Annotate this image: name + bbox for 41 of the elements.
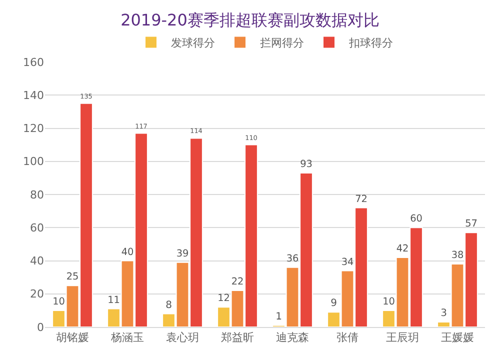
data-label: 42 (396, 244, 409, 255)
x-tick-label: 杨涵玉 (110, 331, 144, 344)
x-tick-label: 王辰玥 (386, 331, 419, 344)
data-label: 93 (300, 159, 312, 170)
data-label: 39 (176, 248, 189, 260)
data-label: 12 (218, 293, 230, 304)
y-tick-label: 20 (30, 288, 44, 301)
data-label: 22 (231, 276, 244, 288)
x-tick-label: 郑益昕 (221, 331, 254, 344)
y-tick-label: 40 (30, 254, 44, 268)
data-label: 8 (166, 300, 172, 311)
data-label: 60 (410, 214, 422, 225)
y-tick-label: 160 (23, 56, 44, 69)
data-label: 10 (52, 296, 65, 308)
data-label: 10 (382, 296, 395, 308)
data-label: 57 (465, 218, 478, 230)
x-tick-label: 胡铭媛 (56, 331, 89, 344)
x-tick-label: 王媛媛 (441, 331, 474, 344)
chart-title: 2019-20赛季排超联赛副攻数据对比 (120, 10, 380, 30)
x-tick-label: 张倩 (336, 331, 358, 344)
data-label: 34 (341, 256, 354, 268)
x-tick-label: 袁心玥 (166, 331, 199, 344)
data-label: 3 (440, 308, 447, 320)
y-tick-label: 120 (23, 122, 44, 136)
data-label: 11 (108, 294, 120, 306)
legend-label: 扣球得分 (348, 36, 393, 50)
y-tick-label: 0 (37, 320, 44, 334)
data-label: 38 (451, 250, 464, 262)
y-tick-label: 60 (30, 221, 44, 234)
data-label: 9 (330, 298, 337, 310)
x-tick-label: 迪克森 (276, 331, 309, 344)
data-label: 1 (276, 311, 282, 322)
data-label: 25 (66, 272, 79, 283)
data-label: 40 (121, 246, 134, 258)
data-label: 36 (286, 253, 299, 264)
y-tick-label: 140 (23, 88, 44, 102)
data-label: 72 (355, 194, 368, 205)
y-tick-label: 100 (23, 155, 44, 168)
legend-label: 拦网得分 (260, 36, 304, 50)
y-tick-label: 80 (30, 188, 44, 202)
legend-label: 发球得分 (171, 36, 215, 50)
